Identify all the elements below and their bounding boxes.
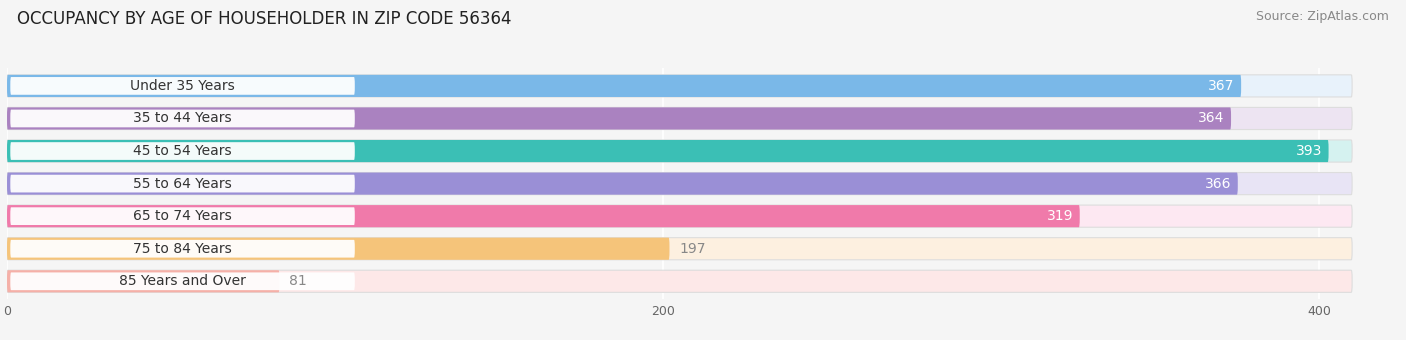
Text: 75 to 84 Years: 75 to 84 Years <box>134 242 232 256</box>
Text: 393: 393 <box>1295 144 1322 158</box>
FancyBboxPatch shape <box>7 205 1353 227</box>
FancyBboxPatch shape <box>7 172 1353 195</box>
Text: 197: 197 <box>679 242 706 256</box>
FancyBboxPatch shape <box>10 175 354 192</box>
Text: 367: 367 <box>1208 79 1234 93</box>
FancyBboxPatch shape <box>10 142 354 160</box>
FancyBboxPatch shape <box>7 270 280 292</box>
FancyBboxPatch shape <box>7 107 1353 130</box>
FancyBboxPatch shape <box>7 238 669 260</box>
Text: 81: 81 <box>290 274 307 288</box>
Text: 55 to 64 Years: 55 to 64 Years <box>134 176 232 191</box>
FancyBboxPatch shape <box>7 205 1080 227</box>
FancyBboxPatch shape <box>7 140 1353 162</box>
Text: 65 to 74 Years: 65 to 74 Years <box>134 209 232 223</box>
FancyBboxPatch shape <box>7 75 1353 97</box>
Text: Source: ZipAtlas.com: Source: ZipAtlas.com <box>1256 10 1389 23</box>
Text: Under 35 Years: Under 35 Years <box>131 79 235 93</box>
Text: 45 to 54 Years: 45 to 54 Years <box>134 144 232 158</box>
FancyBboxPatch shape <box>10 77 354 95</box>
FancyBboxPatch shape <box>7 238 1353 260</box>
FancyBboxPatch shape <box>7 270 1353 292</box>
Text: OCCUPANCY BY AGE OF HOUSEHOLDER IN ZIP CODE 56364: OCCUPANCY BY AGE OF HOUSEHOLDER IN ZIP C… <box>17 10 512 28</box>
Text: 85 Years and Over: 85 Years and Over <box>120 274 246 288</box>
FancyBboxPatch shape <box>7 75 1241 97</box>
FancyBboxPatch shape <box>10 207 354 225</box>
FancyBboxPatch shape <box>7 107 1232 130</box>
FancyBboxPatch shape <box>10 109 354 128</box>
FancyBboxPatch shape <box>7 140 1329 162</box>
Text: 319: 319 <box>1046 209 1073 223</box>
FancyBboxPatch shape <box>10 272 354 290</box>
FancyBboxPatch shape <box>7 172 1237 195</box>
Text: 35 to 44 Years: 35 to 44 Years <box>134 112 232 125</box>
Text: 364: 364 <box>1198 112 1225 125</box>
Text: 366: 366 <box>1205 176 1232 191</box>
FancyBboxPatch shape <box>10 240 354 258</box>
